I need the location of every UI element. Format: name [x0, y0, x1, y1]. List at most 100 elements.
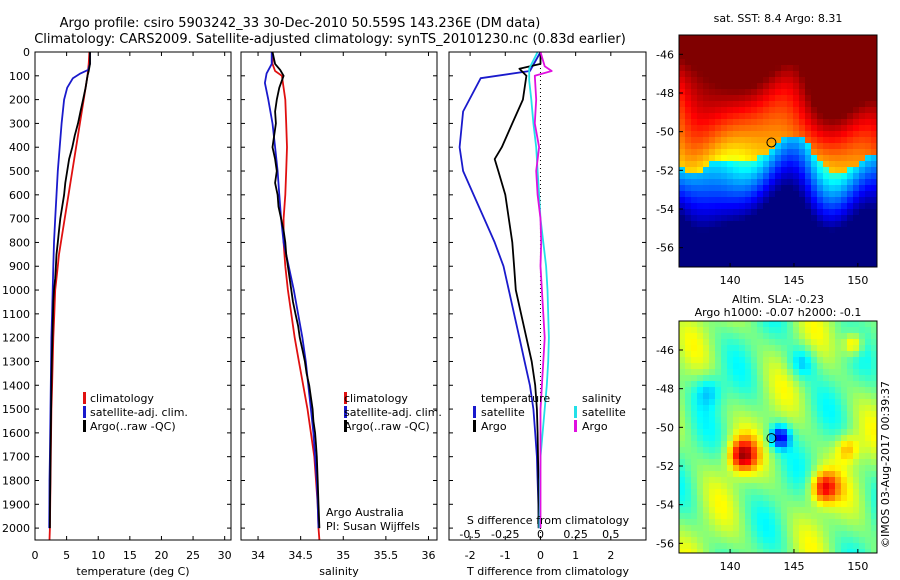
map-cell [871, 393, 878, 400]
map-cell [853, 513, 860, 520]
map-cell [727, 489, 734, 496]
map-cell [709, 411, 716, 418]
map-cell [745, 381, 752, 388]
map-cell [769, 89, 776, 96]
map-cell [763, 215, 770, 222]
map-cell [715, 197, 722, 204]
map-cell [853, 525, 860, 532]
map-cell [787, 357, 794, 364]
map-cell [697, 519, 704, 526]
map-cell [787, 191, 794, 198]
map-cell [763, 83, 770, 90]
map-cell [871, 77, 878, 84]
map-cell [769, 483, 776, 490]
map-cell [787, 113, 794, 120]
legend-temperature-satellite: satellite [481, 406, 525, 419]
depth-tick-label: 400 [9, 141, 30, 154]
map-cell [709, 333, 716, 340]
map-cell [697, 441, 704, 448]
map-cell [787, 507, 794, 514]
map-cell [847, 209, 854, 216]
map-cell [829, 333, 836, 340]
map-cell [793, 339, 800, 346]
map-cell [775, 549, 782, 554]
temperature-legend-swatch [83, 406, 86, 418]
map-cell [697, 65, 704, 72]
map-cell [691, 41, 698, 48]
map-cell [847, 245, 854, 252]
map-cell [799, 125, 806, 132]
map-cell [817, 333, 824, 340]
map-cell [703, 513, 710, 520]
map-cell [739, 221, 746, 228]
map-cell [865, 233, 872, 240]
map-cell [715, 119, 722, 126]
map-cell [751, 381, 758, 388]
salinity-legend-swatch [344, 420, 347, 432]
map-cell [763, 221, 770, 228]
map-cell [865, 339, 872, 346]
map-cell [709, 77, 716, 84]
map-cell [787, 387, 794, 394]
map-cell [823, 59, 830, 66]
map-cell [757, 501, 764, 508]
map-cell [721, 161, 728, 168]
map-cell [847, 41, 854, 48]
salinity-plot-frame [240, 51, 438, 541]
map-cell [751, 173, 758, 180]
map-cell [703, 507, 710, 514]
map-cell [859, 357, 866, 364]
map-cell [829, 399, 836, 406]
map-cell [751, 411, 758, 418]
map-cell [799, 47, 806, 54]
map-cell [811, 357, 818, 364]
map-cell [733, 393, 740, 400]
map-cell [871, 83, 878, 90]
map-cell [817, 245, 824, 252]
map-cell [739, 173, 746, 180]
map-cell [757, 191, 764, 198]
map-cell [865, 477, 872, 484]
map-cell [787, 41, 794, 48]
map-cell [793, 543, 800, 550]
map-cell [823, 167, 830, 174]
map-cell [679, 155, 686, 162]
map-cell [739, 447, 746, 454]
map-sla-field [679, 321, 878, 554]
map-cell [781, 543, 788, 550]
map-cell [847, 357, 854, 364]
map-cell [865, 531, 872, 538]
map-cell [763, 429, 770, 436]
map-cell [709, 125, 716, 132]
map-cell [757, 131, 764, 138]
map-cell [829, 239, 836, 246]
map-cell [841, 215, 848, 222]
salinity-panel: 34 34.5 35 35.5 36 salinity climatology sate… [240, 51, 442, 578]
map-cell [805, 339, 812, 346]
map-cell [781, 393, 788, 400]
map-cell [769, 173, 776, 180]
map-cell [865, 429, 872, 436]
map-cell [835, 209, 842, 216]
map-cell [751, 47, 758, 54]
map-cell [709, 483, 716, 490]
map-cell [847, 221, 854, 228]
map-cell [715, 77, 722, 84]
map-cell [853, 369, 860, 376]
map-cell [847, 483, 854, 490]
map-cell [709, 471, 716, 478]
map-cell [757, 215, 764, 222]
map-cell [691, 203, 698, 210]
map-cell [763, 525, 770, 532]
map-cell [703, 489, 710, 496]
map-cell [697, 465, 704, 472]
map-cell [859, 83, 866, 90]
map-cell [685, 381, 692, 388]
map-cell [691, 143, 698, 150]
map-cell [829, 483, 836, 490]
map-cell [859, 155, 866, 162]
map-cell [763, 333, 770, 340]
map-cell [841, 173, 848, 180]
map-cell [829, 59, 836, 66]
map-cell [703, 411, 710, 418]
